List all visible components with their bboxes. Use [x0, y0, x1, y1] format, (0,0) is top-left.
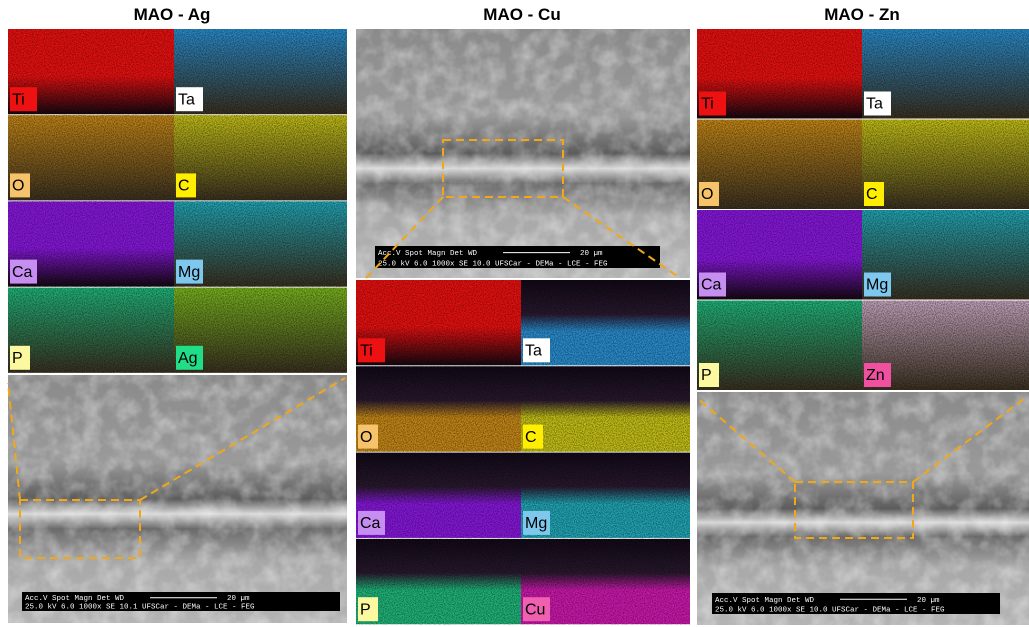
map-texture — [8, 115, 174, 200]
map-texture — [8, 288, 174, 373]
map-texture — [697, 120, 862, 210]
element-label: O — [12, 178, 24, 195]
element-label: Ta — [525, 343, 542, 360]
map-texture — [862, 120, 1029, 210]
element-label: C — [525, 429, 537, 446]
element-label: Ca — [701, 277, 722, 294]
panel-title: MAO - Ag — [134, 5, 211, 24]
element-label: Mg — [866, 277, 888, 294]
element-label: Ta — [866, 96, 883, 113]
map-texture — [697, 301, 862, 391]
element-label: C — [866, 186, 878, 203]
map-texture — [356, 539, 521, 624]
sem-info: 25.0 kV 6.0 1000x SE 10.0 UFSCar - DEMa … — [715, 606, 945, 614]
map-texture — [521, 366, 690, 451]
element-label: O — [360, 429, 372, 446]
figure: MAO - AgAcc.V Spot Magn Det WD25.0 kV 6.… — [0, 0, 1029, 627]
element-label: Zn — [866, 367, 885, 384]
element-label: Cu — [525, 601, 545, 618]
element-label: Ag — [178, 350, 198, 367]
scale-label: 20 µm — [580, 250, 603, 258]
sem-info: 25.0 kV 6.0 1000x SE 10.1 UFSCar - DEMa … — [25, 604, 255, 612]
element-label: O — [701, 186, 713, 203]
scale-label: 20 µm — [917, 597, 940, 605]
element-label: Ti — [12, 91, 25, 108]
sem-info: Acc.V Spot Magn Det WD — [378, 250, 478, 258]
panel-title: MAO - Cu — [483, 5, 560, 24]
element-label: Ti — [701, 96, 714, 113]
element-label: Ta — [178, 91, 195, 108]
element-label: P — [701, 367, 712, 384]
map-texture — [174, 115, 347, 200]
sem-info: 25.0 kV 6.0 1000x SE 10.0 UFSCar - DEMa … — [378, 260, 608, 268]
sem-info: Acc.V Spot Magn Det WD — [715, 597, 815, 605]
element-label: Mg — [178, 264, 200, 281]
sem-texture — [8, 375, 347, 623]
element-label: P — [12, 350, 23, 367]
element-label: P — [360, 601, 371, 618]
element-label: Ti — [360, 343, 373, 360]
sem-info: Acc.V Spot Magn Det WD — [25, 595, 125, 603]
element-label: Ca — [12, 264, 33, 281]
sem-texture — [356, 29, 690, 278]
element-label: Ca — [360, 515, 381, 532]
element-label: C — [178, 178, 190, 195]
scale-label: 20 µm — [227, 595, 250, 603]
sem-texture — [697, 392, 1029, 625]
panel-title: MAO - Zn — [824, 5, 900, 24]
element-label: Mg — [525, 515, 547, 532]
map-texture — [356, 366, 521, 451]
